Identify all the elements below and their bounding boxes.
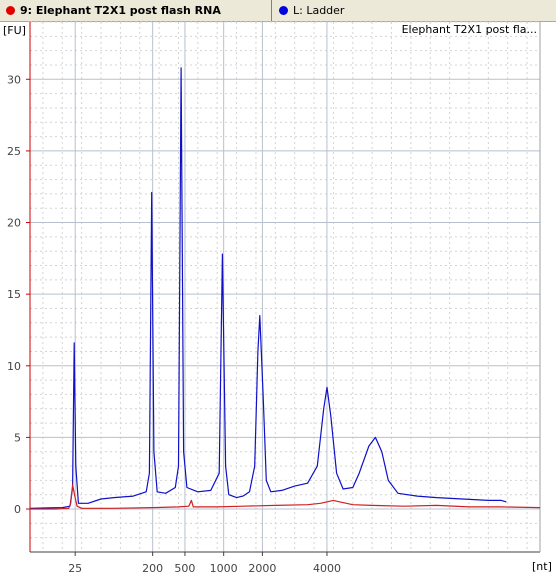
y-tick-label: 10 xyxy=(7,360,21,373)
y-tick-label: 5 xyxy=(14,431,21,444)
tab-ladder[interactable]: L: Ladder xyxy=(273,0,556,21)
series-line-ladder xyxy=(29,67,507,509)
x-tick-label: 1000 xyxy=(210,562,238,575)
x-tick-label: 4000 xyxy=(313,562,341,575)
sample-color-dot-icon xyxy=(6,6,15,15)
series-line-sample xyxy=(30,484,541,510)
ladder-color-dot-icon xyxy=(279,6,288,15)
y-tick-label: 0 xyxy=(14,503,21,516)
x-axis-label: [nt] xyxy=(532,560,552,573)
tab-sample-label: 9: Elephant T2X1 post flash RNA xyxy=(20,4,221,17)
y-tick-label: 15 xyxy=(7,288,21,301)
x-tick-label: 500 xyxy=(174,562,195,575)
x-tick-label: 2000 xyxy=(248,562,276,575)
y-tick-label: 30 xyxy=(7,73,21,86)
y-tick-label: 25 xyxy=(7,145,21,158)
x-tick-label: 25 xyxy=(68,562,82,575)
y-tick-label: 20 xyxy=(7,217,21,230)
tab-sample[interactable]: 9: Elephant T2X1 post flash RNA xyxy=(0,0,272,21)
minor-grid xyxy=(30,21,540,553)
tab-ladder-label: L: Ladder xyxy=(293,4,345,17)
y-axis-ticks: 0 5 10 15 20 25 30 xyxy=(7,73,30,516)
series-layer xyxy=(29,67,541,510)
tab-bar: 9: Elephant T2X1 post flash RNA L: Ladde… xyxy=(0,0,556,22)
x-tick-label: 200 xyxy=(142,562,163,575)
y-axis-label: [FU] xyxy=(3,24,26,37)
legend-label: Elephant T2X1 post fla... xyxy=(402,23,537,36)
plot-background xyxy=(30,22,540,552)
x-axis-ticks: 25 200 500 1000 2000 4000 xyxy=(68,552,341,575)
